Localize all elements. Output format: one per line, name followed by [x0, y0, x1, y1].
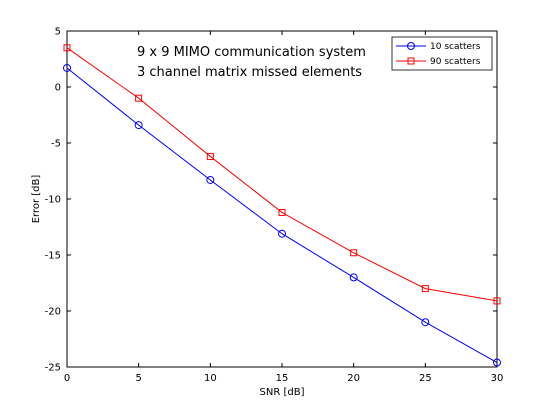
- x-tick-label: 10: [204, 373, 217, 384]
- point-90-scatters: [350, 249, 358, 257]
- x-tick-label: 15: [276, 373, 289, 384]
- series-line-10-scatters: [66, 67, 498, 363]
- point-10-scatters: [63, 63, 71, 72]
- x-axis-label: SNR [dB]: [260, 387, 305, 398]
- point-90-scatters: [63, 44, 71, 52]
- point-90-scatters: [135, 94, 143, 102]
- point-10-scatters: [278, 229, 286, 238]
- point-90-scatters: [206, 152, 214, 160]
- point-10-scatters: [134, 121, 143, 130]
- y-axis-label: Error [dB]: [31, 175, 42, 224]
- y-axis: 5 0 -5 -10 -15 -20 -25: [45, 27, 497, 374]
- y-tick-label: 0: [55, 83, 61, 94]
- y-tick-label: -20: [45, 307, 61, 318]
- point-10-scatters: [421, 318, 430, 327]
- annotation-line-2: 3 channel matrix missed elements: [137, 65, 362, 80]
- point-90-scatters: [421, 285, 429, 293]
- point-90-scatters: [278, 208, 286, 216]
- point-90-scatters: [493, 297, 501, 305]
- y-tick-label: -10: [45, 195, 61, 206]
- x-tick-label: 0: [64, 373, 70, 384]
- annotation-line-1: 9 x 9 MIMO communication system: [137, 45, 366, 60]
- legend-marker-90-scatters: [407, 57, 415, 65]
- x-tick-label: 20: [347, 373, 360, 384]
- legend-label-90-scatters: 90 scatters: [430, 57, 481, 67]
- point-10-scatters: [206, 175, 215, 184]
- y-tick-label: -15: [45, 251, 61, 262]
- series-layer: [63, 44, 501, 367]
- x-axis: 0 5 10 15 20 25 30: [64, 31, 504, 384]
- legend-marker-10-scatters: [407, 42, 415, 50]
- legend-label-10-scatters: 10 scatters: [430, 42, 481, 52]
- x-tick-label: 25: [419, 373, 432, 384]
- y-tick-label: 5: [55, 27, 61, 38]
- x-tick-label: 30: [491, 373, 504, 384]
- point-10-scatters: [493, 358, 501, 367]
- point-10-scatters: [349, 273, 358, 282]
- y-tick-label: -5: [51, 139, 61, 150]
- plot-area: [66, 30, 498, 368]
- y-tick-label: -25: [45, 363, 61, 374]
- series-line-90-scatters: [66, 47, 498, 302]
- x-tick-label: 5: [135, 373, 141, 384]
- legend: 10 scatters 90 scatters: [391, 36, 493, 71]
